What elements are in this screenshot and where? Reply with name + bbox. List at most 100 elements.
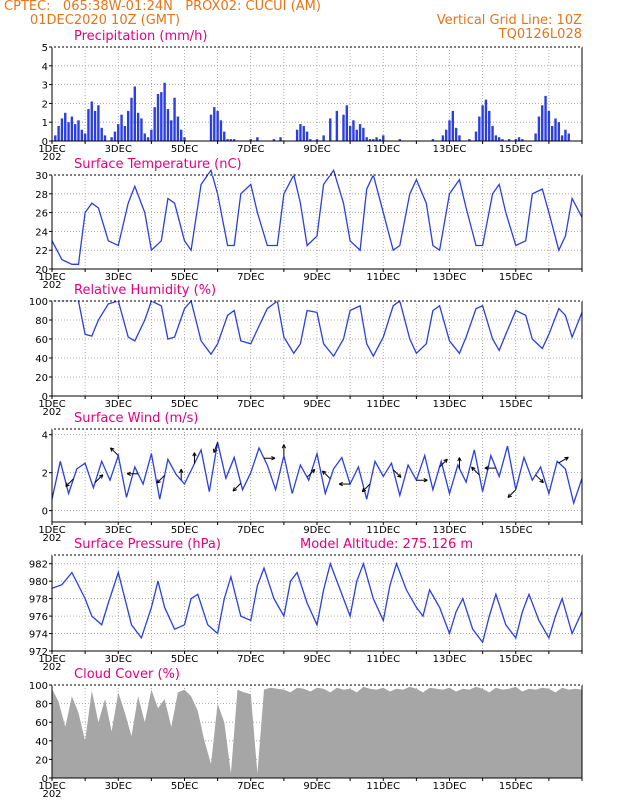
precip-bar [335,110,339,141]
x-tick-label: 5DEC [171,525,198,536]
precip-bar [305,131,309,141]
wind-arrow-head [565,457,569,461]
precip-bar [554,118,557,141]
wind-arrow-head [423,478,428,481]
panel-title: Precipitation (mm/h) [74,29,207,44]
x-year-stub: 202 [42,533,61,544]
x-tick-label: 5DEC [171,781,198,792]
precip-bar [342,114,345,141]
precip-bar [140,118,143,141]
panel-1: 0 1 2 3 4 5 1DEC 3DEC 5DEC 7DEC 9DEC 11DEC 13DEC 15DE… [38,29,583,163]
wind-arrow-head [271,457,276,461]
y-tick-label: 0 [42,507,48,518]
x-tick-label: 11DEC [366,654,400,665]
y-tick-label: 40 [35,354,48,365]
wind-arrow-head [156,479,159,484]
precip-bar [507,139,511,141]
precip-bar [183,137,186,141]
precip-bar [213,107,216,141]
y-tick-label: 0 [42,392,48,403]
wind-arrow-head [539,480,544,484]
wind-arrow-head [399,473,402,478]
precip-bar [60,118,64,141]
x-tick-label: 11DEC [366,272,400,283]
wind-arrow-head [457,457,460,462]
panel-5: 972 974 976 978 980 982 1DEC 3DEC 5DEC 7DEC 9DEC 11… [29,537,583,673]
wind-arrow-head [180,469,184,474]
precip-bar [219,120,223,141]
y-tick-label: 0 [42,137,48,148]
precip-bar [54,135,57,141]
precip-bar [113,131,117,141]
wind-arrow-head [98,474,104,477]
wind-arrow-head [65,484,70,487]
x-tick-label: 5DEC [171,654,198,665]
precip-bar [80,129,84,141]
wind-arrow-head [101,474,104,479]
header-line-1: CPTEC: 065:38W-01:24N PROX02: CUCUI (AM) [4,0,321,14]
panel-2: 20 22 24 26 28 30 1DEC 3DEC 5DEC 7DEC 9DEC 11DEC 13D… [35,157,583,291]
x-tick-label: 1DEC [38,654,65,665]
wind-arrow-head [471,466,476,469]
y-tick-label: 30 [35,171,48,182]
y-tick-label: 4 [42,431,48,442]
x-tick-label: 7DEC [237,525,264,536]
wind-arrow [558,456,569,464]
precip-bar [249,139,252,141]
precip-bar [451,110,455,141]
precip-bar [279,137,282,141]
series-line [51,168,583,265]
precip-bar [348,125,352,141]
x-tick-label: 7DEC [237,399,264,410]
precip-bar [229,139,233,141]
wind-arrow [94,474,104,483]
precip-bar [567,133,570,141]
precip-bar [514,139,517,141]
precip-bar [431,139,435,141]
wind-arrow [110,447,119,456]
series-line [51,561,583,644]
precip-bar [77,120,80,141]
precip-bar [378,139,382,141]
precip-bar [67,122,70,141]
wind-arrow [392,469,402,478]
precip-bar [160,92,163,141]
wind-arrow [232,482,242,492]
x-tick-label: 15DEC [499,525,533,536]
header-grid-line-info: Vertical Grid Line: 10Z [436,13,582,28]
precip-bar [309,139,312,141]
panel-title: Surface Wind (m/s) [74,411,198,426]
precip-bar [73,124,77,141]
x-tick-label: 3DEC [105,272,132,283]
header-model-id: TQ0126L028 [498,27,582,42]
x-tick-label: 11DEC [366,525,400,536]
x-tick-label: 13DEC [433,781,467,792]
x-year-stub: 202 [42,152,61,163]
wind-arrow-head [338,483,343,487]
wind-arrow-head [65,482,68,487]
precip-bar [103,135,107,141]
precip-bar [454,127,458,141]
precip-bar [173,97,176,141]
precip-bar [517,137,521,141]
y-tick-label: 982 [29,560,48,571]
precip-bar [534,133,537,141]
panel-title: Relative Humidity (%) [74,283,216,298]
precip-bar [143,133,146,141]
wind-arrow [213,442,219,453]
precip-bar [358,124,362,141]
x-tick-label: 1DEC [38,525,65,536]
x-tick-label: 11DEC [366,144,400,155]
precip-bar [302,125,305,141]
y-tick-label: 80 [35,700,48,711]
wind-arrow-head [397,475,402,478]
x-tick-label: 7DEC [237,144,264,155]
wind-arrow-head [232,487,235,492]
wind-arrow-head [110,447,115,450]
y-tick-label: 60 [35,335,48,346]
wind-arrow-head [109,447,113,452]
precip-bar [120,114,123,141]
precip-bar [329,118,332,141]
wind-arrow-head [310,468,316,472]
series-line [51,442,583,506]
